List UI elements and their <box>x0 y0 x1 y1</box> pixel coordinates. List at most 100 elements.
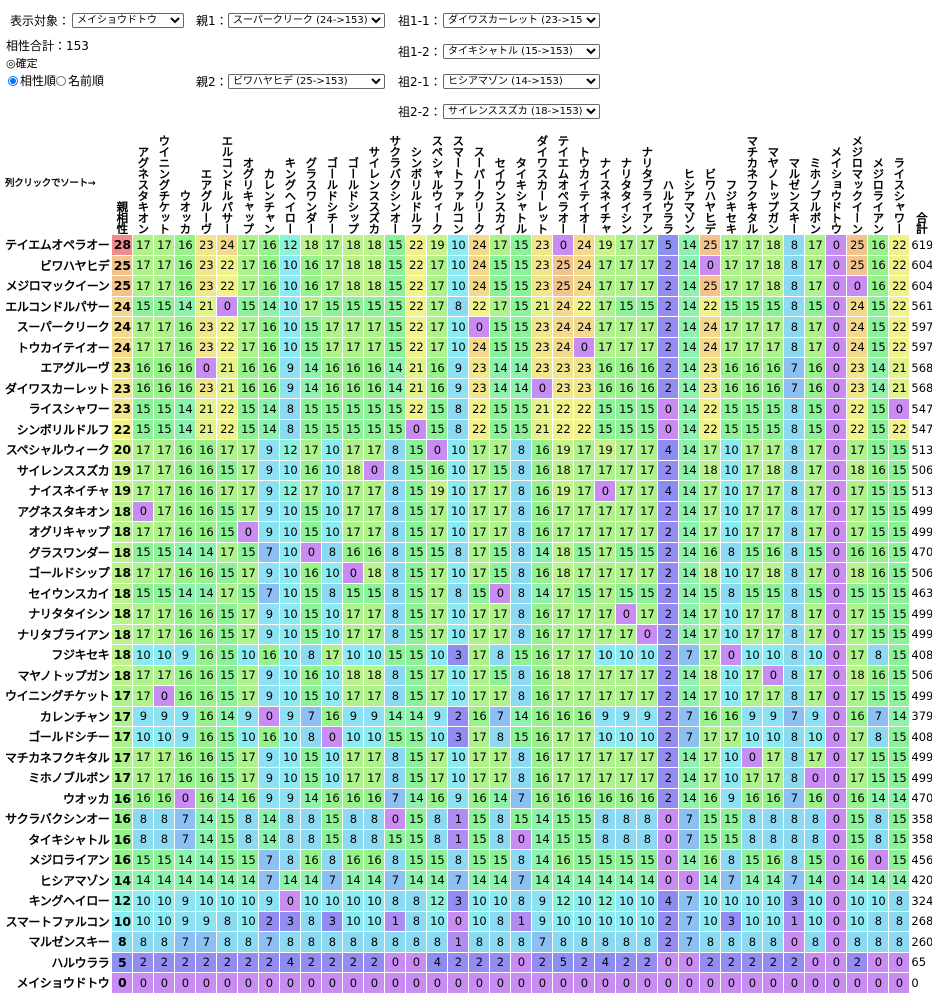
cell: 17 <box>237 562 260 584</box>
column-header[interactable]: テイエムオペラオー <box>552 128 575 235</box>
g12-select[interactable]: タイキシャトル (15->153) <box>443 44 600 59</box>
g22-select[interactable]: サイレンススズカ (18->153) <box>443 104 600 119</box>
column-header[interactable]: タイキシャトル <box>510 128 533 235</box>
g21-select[interactable]: ヒシアマゾン (14->153) <box>443 74 600 89</box>
cell: 15 <box>510 254 533 276</box>
cell: 8 <box>783 746 806 768</box>
parent2-select[interactable]: ビワハヤヒデ (25->153) <box>228 74 385 89</box>
column-header[interactable]: ヒシアマゾン <box>678 128 701 235</box>
radio[interactable]: 名前順 <box>56 72 104 89</box>
column-header[interactable]: サクラバクシンオー <box>384 128 407 235</box>
cell: 22 <box>573 295 596 317</box>
cell: 8 <box>783 562 806 584</box>
cell: 2 <box>657 746 680 768</box>
cell: 10 <box>447 500 470 522</box>
column-header[interactable]: ウイニングチケット <box>153 128 176 235</box>
cell: 0 <box>489 582 512 604</box>
column-header[interactable]: トウカイテイオー <box>573 128 596 235</box>
cell: 17 <box>573 603 596 625</box>
column-header[interactable]: マヤノトップガン <box>762 128 785 235</box>
column-header[interactable]: メイショウドトウ <box>825 128 848 235</box>
parent-header[interactable]: 親相性 <box>111 128 134 235</box>
column-header[interactable]: シンボリルドルフ <box>405 128 428 235</box>
column-header[interactable]: ハルウララ <box>657 128 680 235</box>
cell: 16 <box>300 459 323 481</box>
cell: 15 <box>384 418 407 440</box>
column-header[interactable]: スーパークリーク <box>468 128 491 235</box>
parent-cell: 18 <box>111 541 134 563</box>
cell: 9 <box>594 705 617 727</box>
radio-input[interactable] <box>56 75 67 86</box>
cell: 17 <box>132 480 155 502</box>
cell: 14 <box>678 746 701 768</box>
parent-cell: 16 <box>111 808 134 830</box>
cell: 14 <box>678 398 701 420</box>
column-header[interactable]: ビワハヤヒデ <box>699 128 722 235</box>
column-header[interactable]: グラスワンダー <box>300 128 323 235</box>
column-header[interactable]: エアグルーヴ <box>195 128 218 235</box>
column-header[interactable]: カレンチャン <box>258 128 281 235</box>
row-name: ビワハヤヒデ <box>3 254 113 276</box>
cell: 7 <box>258 931 281 953</box>
column-header[interactable]: マルゼンスキー <box>783 128 806 235</box>
cell: 16 <box>867 234 890 256</box>
column-header[interactable]: アグネスタキオン <box>132 128 155 235</box>
total-header[interactable]: 合計 <box>909 128 932 235</box>
cell: 15 <box>636 418 659 440</box>
cell: 17 <box>363 603 386 625</box>
cell: 16 <box>321 357 344 379</box>
cell: 19 <box>426 234 449 256</box>
cell: 15 <box>237 398 260 420</box>
cell: 0 <box>888 972 911 994</box>
g11-select[interactable]: ダイワスカーレット (23->153) <box>443 13 600 28</box>
cell: 8 <box>888 910 911 932</box>
cell: 17 <box>489 234 512 256</box>
column-header[interactable]: ナイスネイチャ <box>594 128 617 235</box>
column-header[interactable]: エルコンドルパサー <box>216 128 239 235</box>
cell: 16 <box>321 705 344 727</box>
cell: 17 <box>573 459 596 481</box>
target-select[interactable]: メイショウドトウ <box>72 13 184 28</box>
cell: 8 <box>783 254 806 276</box>
column-header[interactable]: スマートファルコン <box>447 128 470 235</box>
total-cell: 499 <box>909 746 932 768</box>
column-header[interactable]: スペシャルウィーク <box>426 128 449 235</box>
column-header[interactable]: サイレンススズカ <box>363 128 386 235</box>
cell: 17 <box>237 459 260 481</box>
cell: 17 <box>594 316 617 338</box>
column-header[interactable]: ダイワスカーレット <box>531 128 554 235</box>
column-header[interactable]: ゴールドシップ <box>342 128 365 235</box>
column-header[interactable]: ミホノブルボン <box>804 128 827 235</box>
radio[interactable]: 相性順 <box>8 72 56 89</box>
column-header[interactable]: ナリタタイシン <box>615 128 638 235</box>
cell: 15 <box>405 623 428 645</box>
radio-input[interactable] <box>8 75 18 86</box>
column-header[interactable]: ライスシャワー <box>888 128 911 235</box>
parent-cell: 23 <box>111 377 134 399</box>
parent-cell: 18 <box>111 644 134 666</box>
cell: 22 <box>468 418 491 440</box>
column-header[interactable]: オグリキャップ <box>237 128 260 235</box>
cell: 15 <box>867 582 890 604</box>
column-header[interactable]: セイウンスカイ <box>489 128 512 235</box>
column-header[interactable]: メジロライアン <box>867 128 890 235</box>
cell: 15 <box>846 582 869 604</box>
column-header[interactable]: マチカネフクキタル <box>741 128 764 235</box>
column-header[interactable]: キングヘイロー <box>279 128 302 235</box>
cell: 22 <box>888 418 911 440</box>
cell: 15 <box>405 562 428 584</box>
cell: 14 <box>216 869 239 891</box>
cell: 15 <box>132 418 155 440</box>
cell: 24 <box>468 336 491 358</box>
cell: 15 <box>594 418 617 440</box>
cell: 17 <box>342 480 365 502</box>
column-header[interactable]: ゴールドシチー <box>321 128 344 235</box>
total-cell: 420 <box>909 869 932 891</box>
parent1-select[interactable]: スーパークリーク (24->153) <box>228 13 385 28</box>
cell: 3 <box>720 910 743 932</box>
column-header[interactable]: フジキセキ <box>720 128 743 235</box>
column-header[interactable]: メジロマックイーン <box>846 128 869 235</box>
cell: 3 <box>321 910 344 932</box>
column-header[interactable]: ウオッカ <box>174 128 197 235</box>
column-header[interactable]: ナリタブライアン <box>636 128 659 235</box>
